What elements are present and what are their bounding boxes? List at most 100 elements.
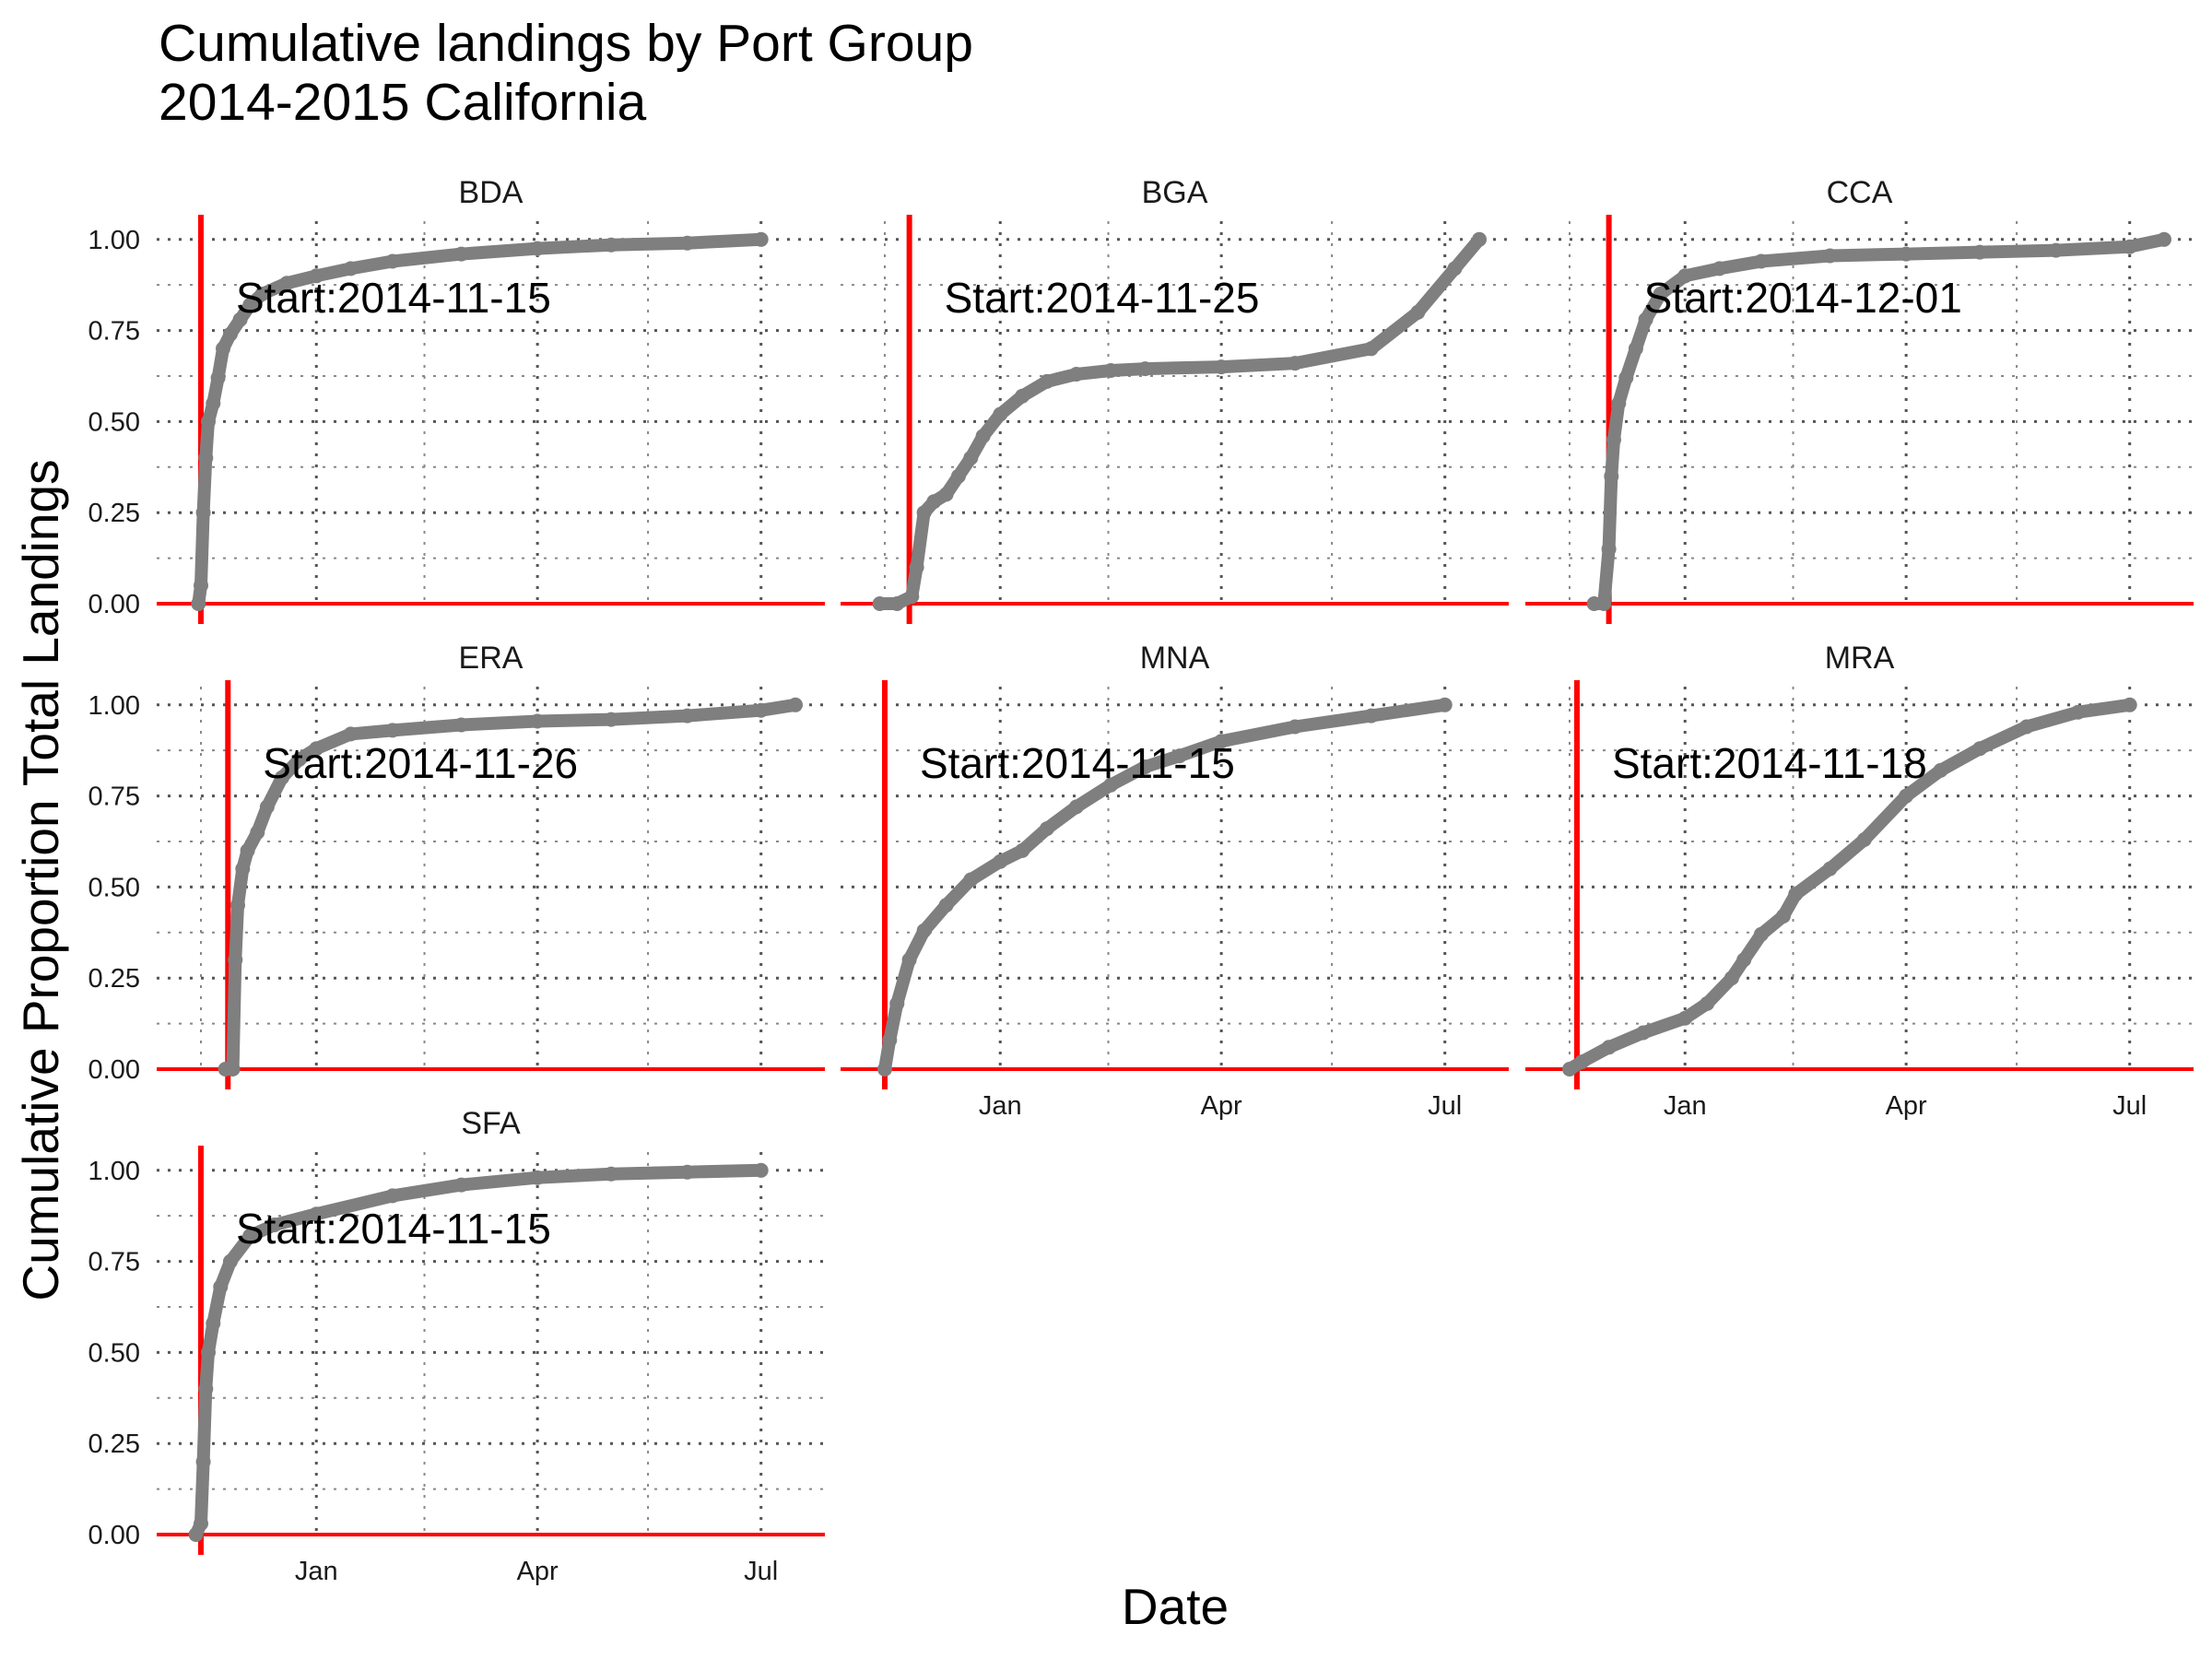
data-point bbox=[909, 559, 924, 575]
data-point bbox=[1039, 821, 1054, 837]
x-tick-label: Apr bbox=[1201, 1091, 1242, 1121]
data-point bbox=[1562, 1062, 1577, 1077]
data-point bbox=[1822, 861, 1838, 877]
start-annotation: Start:2014-11-15 bbox=[236, 1205, 551, 1253]
y-tick-label: 1.00 bbox=[88, 691, 140, 721]
data-point bbox=[1638, 312, 1653, 327]
x-tick-label: Jan bbox=[295, 1557, 338, 1586]
data-point bbox=[2122, 697, 2137, 712]
data-point bbox=[916, 923, 932, 938]
data-point bbox=[1899, 788, 1914, 804]
data-point bbox=[213, 1279, 229, 1295]
facet-panel-bda: BDA 0.00 0.25 0.50 0.75 1.00 Start:2014-11-15 bbox=[88, 175, 825, 624]
start-annotation: Start:2014-11-18 bbox=[1612, 739, 1927, 787]
x-tick-label: Jan bbox=[979, 1091, 1022, 1121]
series-line bbox=[878, 698, 1452, 1076]
data-point bbox=[194, 1516, 208, 1532]
data-point bbox=[1972, 741, 1988, 757]
x-tick-label: Apr bbox=[517, 1557, 559, 1586]
chart-title: Cumulative landings by Port Group bbox=[159, 14, 973, 73]
y-tick-label: 0.00 bbox=[88, 1055, 140, 1085]
data-point bbox=[1068, 799, 1084, 815]
data-point bbox=[753, 1162, 769, 1178]
data-point bbox=[230, 898, 245, 913]
data-point bbox=[191, 596, 206, 611]
data-point bbox=[993, 853, 1008, 869]
data-point bbox=[343, 261, 359, 276]
facet-panel-mna: MNA Jan Apr Jul Start:2014-11-15 bbox=[841, 641, 1509, 1121]
y-tick-label: 0.75 bbox=[88, 317, 140, 347]
data-point bbox=[1137, 361, 1153, 377]
facet-strip-label: CCA bbox=[1827, 175, 1893, 210]
data-point bbox=[201, 1345, 216, 1360]
data-point bbox=[530, 241, 546, 256]
data-point bbox=[1068, 367, 1084, 382]
data-point bbox=[604, 237, 619, 253]
data-point bbox=[195, 505, 211, 521]
data-point bbox=[975, 429, 991, 444]
data-point bbox=[1137, 759, 1153, 774]
data-point bbox=[206, 395, 221, 411]
data-point bbox=[2157, 231, 2171, 247]
data-point bbox=[938, 487, 954, 502]
data-point bbox=[1753, 926, 1769, 942]
data-point bbox=[223, 326, 238, 342]
data-point bbox=[343, 726, 359, 742]
data-point bbox=[259, 799, 275, 815]
data-point bbox=[266, 1218, 282, 1232]
data-point bbox=[1899, 246, 1914, 262]
x-tick-label: Jul bbox=[744, 1557, 778, 1586]
data-point bbox=[1596, 596, 1612, 611]
data-point bbox=[188, 1527, 204, 1542]
facet-strip-label: MRA bbox=[1825, 641, 1895, 676]
data-point bbox=[201, 414, 216, 429]
data-point bbox=[309, 268, 324, 284]
data-point bbox=[1736, 952, 1752, 968]
data-point bbox=[1724, 971, 1739, 986]
data-point bbox=[1015, 842, 1030, 858]
facet-panel-era: ERA 0.00 0.25 0.50 0.75 1.00 Start:2014-11-26 bbox=[88, 641, 825, 1089]
data-point bbox=[1611, 395, 1627, 411]
data-point bbox=[206, 1315, 221, 1331]
data-point bbox=[1410, 304, 1426, 320]
data-point bbox=[274, 770, 289, 785]
x-axis-title: Date bbox=[1122, 1578, 1229, 1635]
data-point bbox=[1288, 719, 1303, 735]
x-tick-label: Jul bbox=[2112, 1091, 2147, 1121]
y-tick-label: 1.00 bbox=[88, 1157, 140, 1186]
data-point bbox=[1775, 909, 1791, 924]
x-tick-label: Jan bbox=[1664, 1091, 1707, 1121]
chart-subtitle: 2014-2015 California bbox=[159, 73, 646, 132]
data-point bbox=[240, 842, 255, 858]
data-point bbox=[291, 752, 307, 767]
data-point bbox=[242, 297, 258, 312]
y-tick-label: 1.00 bbox=[88, 226, 140, 255]
data-point bbox=[1856, 832, 1872, 847]
series-line bbox=[873, 232, 1486, 610]
start-annotation: Start:2014-11-25 bbox=[945, 274, 1260, 322]
data-point bbox=[225, 1062, 241, 1077]
data-point bbox=[1628, 341, 1643, 357]
data-point bbox=[210, 371, 226, 385]
data-point bbox=[938, 898, 954, 913]
data-point bbox=[753, 231, 769, 247]
data-point bbox=[198, 450, 214, 465]
data-point bbox=[1472, 231, 1487, 247]
facet-strip-label: SFA bbox=[461, 1106, 521, 1141]
data-point bbox=[2018, 719, 2034, 735]
data-point bbox=[309, 1206, 324, 1222]
y-tick-label: 0.25 bbox=[88, 964, 140, 994]
data-point bbox=[194, 578, 208, 594]
y-tick-label: 0.25 bbox=[88, 1430, 140, 1459]
y-axis-title: Cumulative Proportion Total Landings bbox=[12, 459, 69, 1300]
data-point bbox=[1653, 287, 1668, 301]
data-point bbox=[1103, 777, 1119, 793]
data-point bbox=[1363, 341, 1379, 357]
data-point bbox=[993, 406, 1008, 422]
facet-panel-cca: CCA Start:2014-12-01 bbox=[1525, 175, 2194, 624]
data-point bbox=[1700, 995, 1715, 1011]
data-point bbox=[1171, 748, 1187, 764]
facet-strip-label: BDA bbox=[459, 175, 524, 210]
data-point bbox=[1604, 468, 1619, 484]
